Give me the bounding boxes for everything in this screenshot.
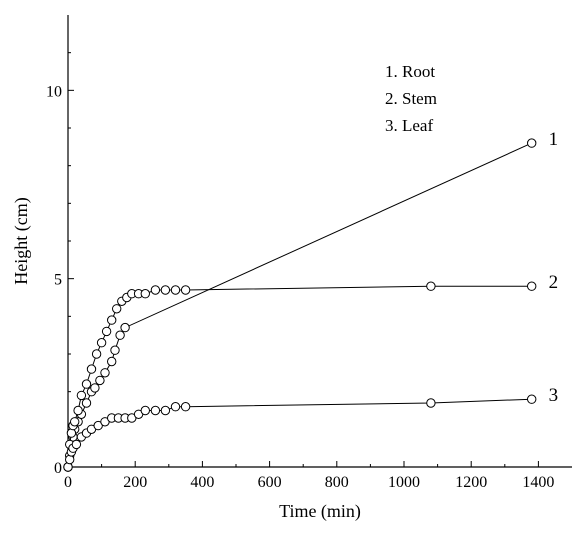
series-end-label: 3 [549, 385, 559, 406]
data-point [73, 405, 83, 416]
x-tick-label: 600 [258, 474, 282, 491]
data-point [180, 402, 191, 412]
data-point [160, 405, 171, 416]
data-point [81, 398, 92, 408]
series-line-3 [67, 398, 532, 468]
data-point [101, 326, 112, 337]
series-line-2 [67, 285, 532, 468]
series-1: 1 [63, 129, 559, 472]
series-end-label: 2 [549, 272, 559, 293]
series-end-label: 1 [549, 129, 559, 150]
data-point [63, 462, 73, 472]
data-point [527, 138, 537, 148]
plot-area: 1 2 3 [63, 129, 559, 472]
data-point [110, 345, 120, 355]
data-point [86, 364, 97, 374]
data-point [65, 454, 75, 465]
data-point [120, 322, 130, 333]
data-point [112, 304, 122, 314]
x-tick-label: 1200 [455, 474, 487, 491]
x-tick-label: 400 [190, 474, 214, 491]
legend-entry-root: 1. Root [385, 62, 435, 81]
legend-entry-stem: 2. Stem [385, 89, 437, 108]
data-point [100, 368, 110, 378]
x-tick-label: 1400 [522, 474, 554, 491]
y-tick-label: 10 [46, 83, 62, 100]
data-point [170, 402, 181, 412]
data-point [140, 405, 151, 416]
data-point [150, 405, 161, 416]
data-point [66, 428, 77, 438]
data-point [96, 338, 107, 348]
data-point [76, 390, 87, 401]
x-ticks: 0 200 400 600 800 1000 1200 1400 [64, 461, 554, 491]
data-point [150, 285, 161, 295]
y-tick-label: 0 [54, 460, 62, 477]
x-tick-label: 800 [325, 474, 349, 491]
series-3: 3 [63, 385, 559, 472]
data-point [95, 375, 105, 386]
data-point [527, 394, 537, 404]
data-point [90, 383, 100, 393]
data-point [527, 281, 537, 291]
data-point [426, 398, 436, 408]
data-point [81, 379, 92, 389]
data-point [180, 285, 191, 295]
y-tick-label: 5 [54, 272, 62, 289]
x-tick-label: 0 [64, 474, 72, 491]
y-axis-title: Height (cm) [11, 197, 32, 284]
data-point [91, 349, 102, 359]
legend: 1. Root 2. Stem 3. Leaf [385, 62, 437, 135]
data-point [426, 281, 436, 291]
legend-entry-leaf: 3. Leaf [385, 116, 433, 135]
x-axis-title: Time (min) [279, 501, 361, 522]
axes [67, 15, 572, 468]
series-2: 2 [63, 272, 559, 472]
data-point [160, 285, 171, 295]
data-point [71, 439, 82, 450]
data-point [107, 315, 117, 325]
data-point [115, 330, 125, 340]
x-tick-label: 1000 [388, 474, 420, 491]
data-point [70, 417, 80, 427]
data-point [107, 356, 117, 367]
y-ticks: 0 5 10 [46, 52, 74, 477]
data-point [170, 285, 181, 295]
x-tick-label: 200 [123, 474, 147, 491]
data-point [140, 289, 151, 299]
